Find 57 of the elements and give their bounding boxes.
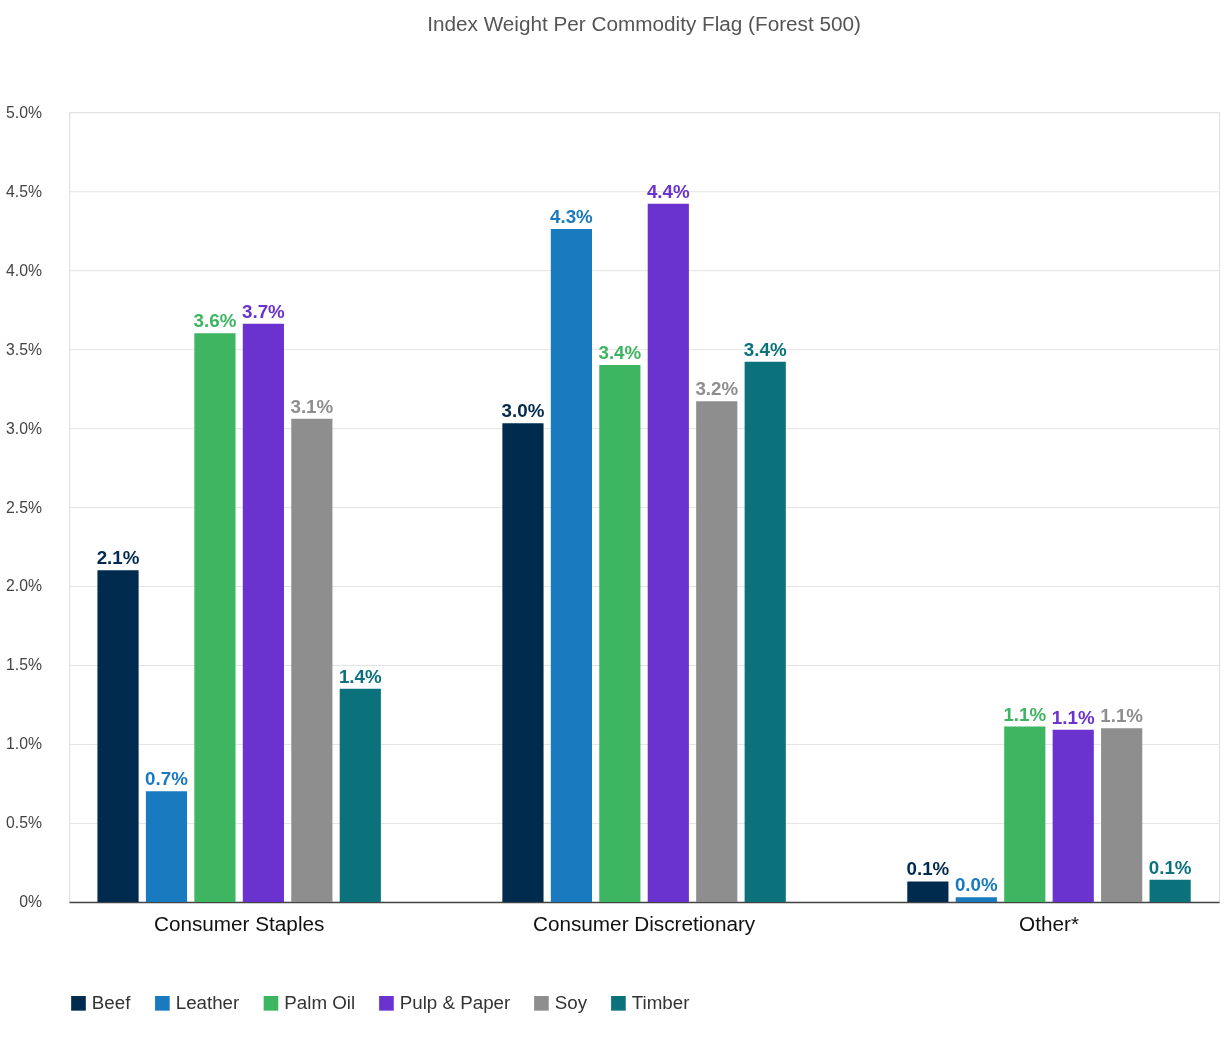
data-label: 1.4% [338,665,382,687]
bar [502,423,544,902]
bar [339,688,381,902]
data-label: 0.0% [954,874,999,896]
data-label: 1.1% [1003,703,1047,725]
data-label: 2.1% [96,547,140,569]
bar [1101,728,1143,902]
bar [291,418,333,902]
bar [145,791,188,902]
y-tick-label: 2.5% [5,498,42,516]
data-label: 0.1% [906,858,950,880]
legend-label: Pulp & Paper [399,992,511,1014]
bar [1004,726,1046,902]
y-tick-label: 3.0% [5,419,42,437]
y-tick-label: 0% [19,893,42,911]
data-label: 3.0% [501,400,545,422]
data-label: 1.1% [1051,706,1095,728]
legend-label: Timber [631,992,690,1014]
bar [955,897,997,902]
bar [242,323,284,902]
bar [907,881,949,902]
data-label: 3.1% [290,395,334,417]
x-tick-label: Consumer Staples [153,912,325,936]
data-label: 4.4% [646,180,690,202]
data-label: 0.1% [1148,856,1192,878]
bar [744,361,786,902]
y-tick-label: 5.0% [5,103,42,121]
legend-label: Beef [91,992,132,1014]
y-tick-label: 4.0% [5,261,42,279]
legend-label: Soy [554,992,588,1014]
bar [194,333,236,902]
x-tick-label: Consumer Discretionary [532,912,756,936]
y-tick-label: 1.5% [5,656,42,674]
data-label: 1.1% [1100,705,1144,727]
bar [696,401,738,902]
legend-label: Palm Oil [284,992,356,1014]
y-tick-label: 2.0% [5,577,42,595]
data-label: 3.7% [242,300,286,322]
y-tick-label: 0.5% [5,814,42,832]
data-label: 3.2% [695,378,739,400]
bar [1149,879,1191,902]
bar [647,203,689,902]
y-tick-label: 1.0% [5,735,42,753]
x-tick-label: Other* [1019,912,1079,936]
data-label: 0.7% [145,768,189,790]
data-label: 4.3% [550,206,594,228]
y-tick-label: 3.5% [5,340,42,358]
bar [97,570,139,902]
bar [550,229,592,902]
legend-label: Leather [175,992,240,1014]
data-label: 3.4% [743,338,787,360]
bar [599,364,641,902]
data-label: 3.4% [598,342,642,364]
data-label: 3.6% [193,310,237,332]
bar [1052,729,1094,902]
chart-title: Index Weight Per Commodity Flag (Forest 500) [427,12,861,36]
y-tick-label: 4.5% [5,182,42,200]
